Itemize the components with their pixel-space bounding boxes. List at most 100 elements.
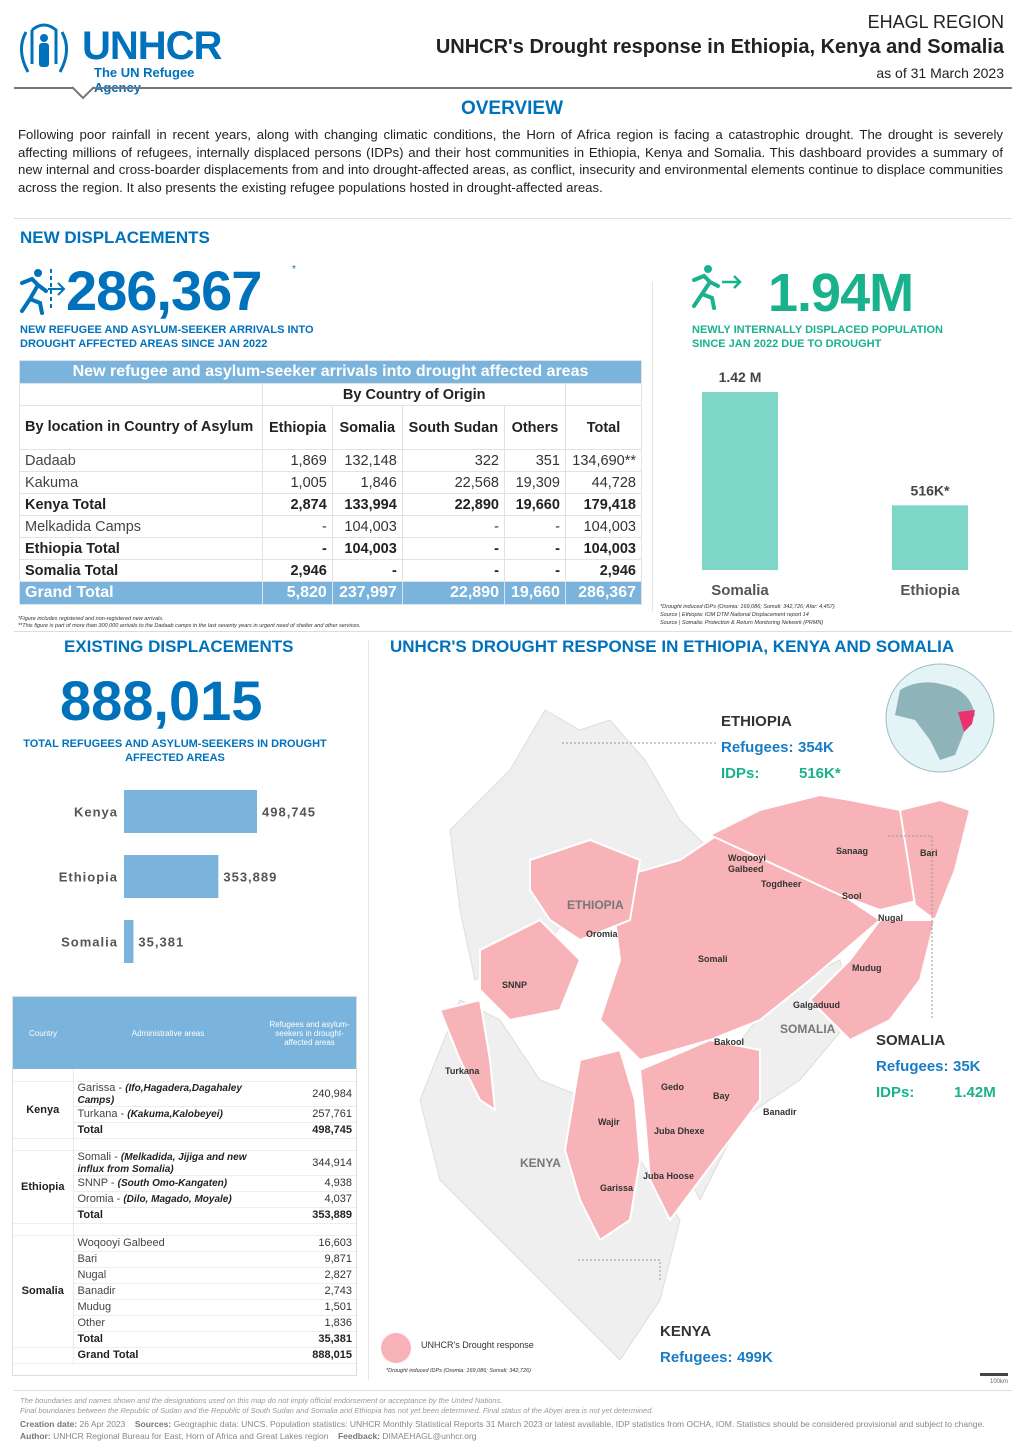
- table-cell: 286,367: [564, 581, 643, 605]
- bar-category-label: Ethiopia: [59, 870, 118, 885]
- existing-bar-somalia: [124, 920, 134, 963]
- region-label: Juba Dhexe: [654, 1126, 705, 1136]
- table-cell: -: [503, 559, 566, 582]
- idp-count: 516K*: [799, 765, 841, 782]
- table-cell: 4,938: [263, 1175, 356, 1192]
- table-row: Banadir 2,743: [13, 1283, 356, 1300]
- callout-country: SOMALIA: [876, 1032, 946, 1049]
- table-cell: 22,890: [401, 581, 505, 605]
- footnote: *Drought induced IDPs (Oromia: 169,086; …: [660, 604, 835, 610]
- bar-value-label: 35,381: [138, 935, 184, 950]
- table-row: Bari 9,871: [13, 1251, 356, 1268]
- table-cell: 1,501: [263, 1299, 356, 1316]
- region-label: Woqooyi Galbeed: [728, 853, 766, 874]
- callout-country: ETHIOPIA: [721, 713, 792, 730]
- table-cell: 44,728: [564, 471, 643, 494]
- region-shape-turkana: [438, 998, 497, 1113]
- table-cell: 19,660: [503, 493, 566, 516]
- table-cell: 1,836: [263, 1315, 356, 1332]
- grand-total-row: Grand Total 5,820 237,997 22,890 19,660 …: [18, 581, 643, 605]
- column-header: Administrative areas: [73, 997, 263, 1069]
- legend-label: UNHCR's Drought response: [421, 1340, 534, 1350]
- region-shape-snnp: [479, 918, 582, 1022]
- admin-area: Turkana - (Kakuma,Kalobeyei): [73, 1106, 263, 1123]
- table-row: Somalia Total 2,946- - -2,946: [18, 559, 643, 582]
- map-heading: UNHCR'S DROUGHT RESPONSE IN ETHIOPIA, KE…: [390, 637, 955, 656]
- existing-bar-ethiopia: [124, 855, 219, 898]
- person-displaced-icon: [692, 265, 742, 310]
- region-label: Bakool: [714, 1037, 745, 1047]
- region-label: Galgaduud: [793, 1000, 840, 1010]
- header-notch-icon: [72, 86, 94, 100]
- region-label: EHAGL REGION: [867, 12, 1004, 32]
- table-cell: 322: [401, 449, 505, 472]
- column-header: Ethiopia: [262, 405, 333, 450]
- credits: Creation date: 26 Apr 2023 Sources: Geog…: [20, 1419, 985, 1441]
- column-divider: [652, 282, 653, 612]
- table-cell: 104,003: [331, 537, 403, 560]
- locator-globe: [885, 663, 995, 773]
- table-cell: 1,846: [331, 471, 403, 494]
- table-row: Ethiopia Somali - (Melkadida, Jijiga and …: [13, 1150, 356, 1224]
- country-cell: Kenya: [13, 1081, 74, 1139]
- idp-caption: NEWLY INTERNALLY DISPLACED POPULATION SI…: [692, 324, 943, 350]
- idp-total: 1.94M: [768, 263, 914, 323]
- bar-value-label: 516K*: [911, 482, 950, 498]
- feedback-email[interactable]: DIMAEHAGL@unhcr.org: [382, 1431, 477, 1441]
- country-label: SOMALIA: [780, 1022, 836, 1036]
- table-cell: -: [401, 559, 505, 582]
- drought-response-map: ETHIOPIA SOMALIA KENYA Woqooyi Galbeed S…: [380, 660, 1020, 1380]
- table-row: Oromia - (Dilo, Magado, Moyale) 4,037: [13, 1191, 356, 1208]
- table-cell: 104,003: [331, 515, 403, 538]
- table-cell: 22,568: [401, 471, 505, 494]
- existing-bar-kenya: [124, 790, 257, 833]
- column-header: Total: [564, 405, 643, 450]
- callout-kenya: KENYA Refugees: 499K: [660, 1319, 773, 1371]
- table-cell: 2,827: [263, 1267, 356, 1284]
- country-label: KENYA: [520, 1156, 561, 1170]
- admin-area: Oromia - (Dilo, Magado, Moyale): [73, 1191, 263, 1208]
- idp-count: 1.42M: [954, 1084, 996, 1101]
- row-label: Grand Total: [18, 581, 264, 605]
- idp-bar-chart: 1.42 M Somalia 516K* Ethiopia: [702, 369, 968, 599]
- region-label: Sanaag: [836, 846, 869, 856]
- country-cell: Somalia: [13, 1235, 74, 1348]
- table-cell: 35,381: [263, 1331, 356, 1348]
- callout-line-kenya: [578, 1259, 661, 1280]
- admin-area: Other: [73, 1315, 263, 1332]
- footnote: *Figure includes registered and non-regi…: [18, 616, 164, 622]
- source-note: Source | Somalia: Protection & Return Mo…: [660, 620, 824, 626]
- as-of-date: as of 31 March 2023: [876, 65, 1004, 81]
- region-label: SNNP: [502, 980, 528, 990]
- sources: Geographic data: UNCS. Population statis…: [173, 1419, 985, 1429]
- total-row: Total 498,745: [13, 1122, 356, 1139]
- admin-area: SNNP - (South Omo-Kangaten): [73, 1175, 263, 1192]
- admin-area: Bari: [73, 1251, 263, 1268]
- idp-bar-ethiopia: [892, 505, 968, 570]
- table-row: Melkadida Camps -104,003- -104,003: [18, 515, 643, 538]
- table-caption: New refugee and asylum-seeker arrivals i…: [19, 360, 642, 384]
- logo-subtitle: The UN Refugee Agency: [94, 65, 195, 95]
- overview-heading: OVERVIEW: [460, 98, 564, 119]
- row-label: Melkadida Camps: [18, 515, 264, 538]
- callout-country: KENYA: [660, 1323, 712, 1340]
- table-cell: 16,603: [263, 1235, 356, 1252]
- region-label: Somali: [698, 954, 728, 964]
- table-cell: 179,418: [564, 493, 643, 516]
- table-cell: 134,690**: [564, 449, 643, 472]
- map-disclaimer: The boundaries and names shown and the d…: [20, 1396, 654, 1415]
- callout-somalia: SOMALIA Refugees: 35K IDPs: 1.42M: [876, 1028, 996, 1106]
- person-crossing-border-icon: [20, 269, 66, 315]
- region-label: Banadir: [763, 1107, 797, 1117]
- existing-bar-chart: Kenya 498,745 Ethiopia 353,889 Somalia 35,381: [59, 790, 315, 963]
- table-cell: 344,914: [263, 1150, 356, 1176]
- table-cell: 4,037: [263, 1191, 356, 1208]
- table-cell: 2,743: [263, 1283, 356, 1300]
- table-cell: 2,946: [564, 559, 643, 582]
- column-header: Country: [13, 997, 73, 1069]
- bar-category-label: Ethiopia: [900, 582, 960, 599]
- new-arrivals-table: New refugee and asylum-seeker arrivals i…: [18, 360, 643, 605]
- bar-category-label: Somalia: [61, 935, 118, 950]
- row-label: Total: [73, 1207, 263, 1224]
- admin-area: Mudug: [73, 1299, 263, 1316]
